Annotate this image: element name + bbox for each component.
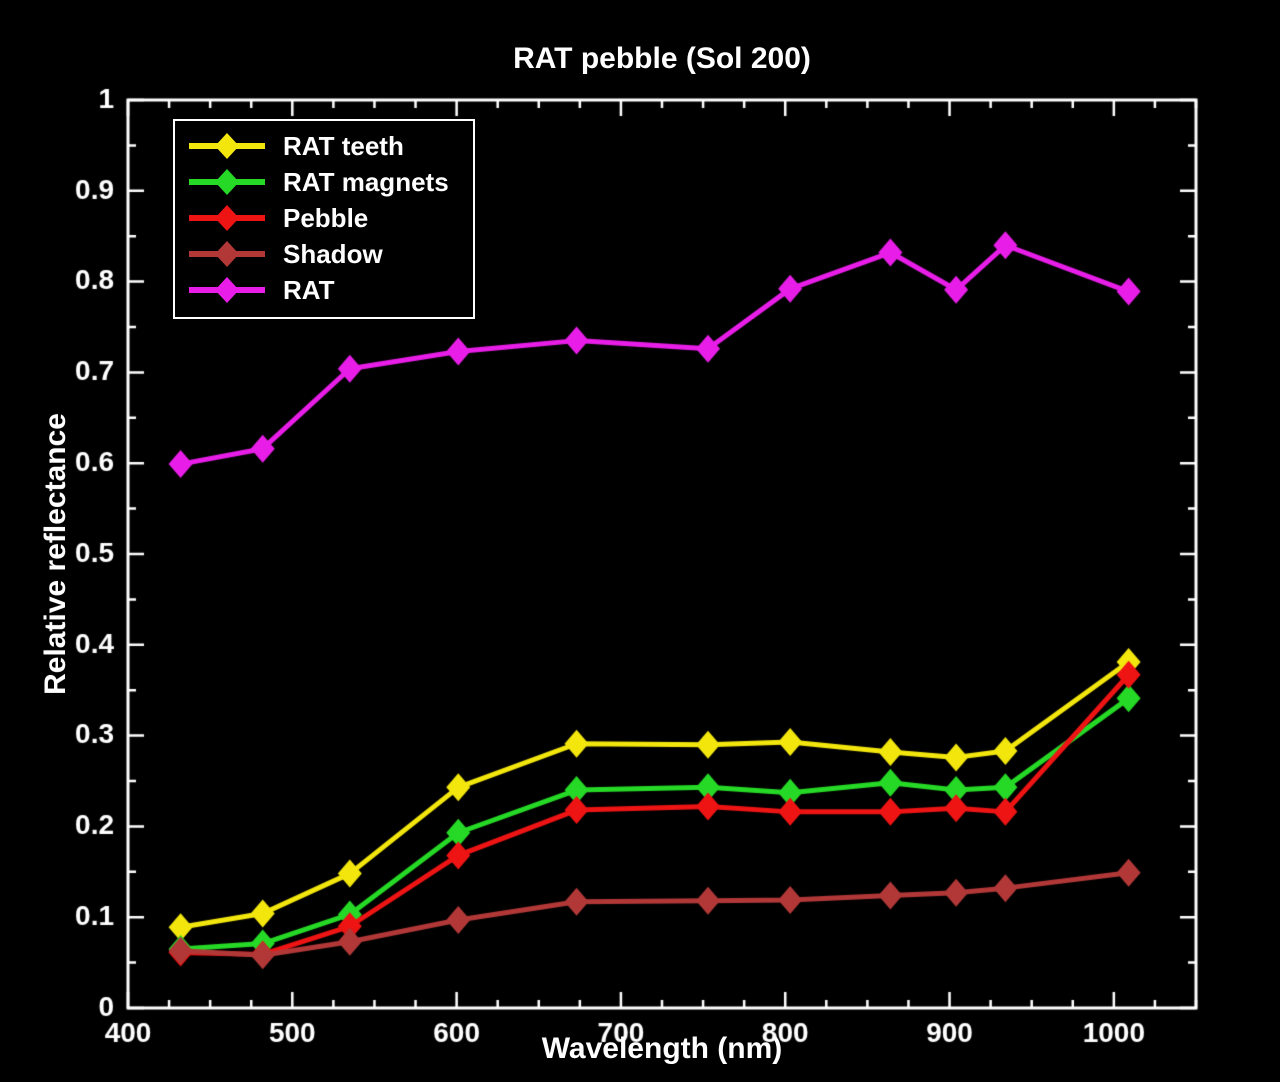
- legend-item: RAT: [187, 273, 449, 307]
- legend-item-label: RAT magnets: [283, 166, 449, 197]
- legend-item-label: RAT teeth: [283, 130, 404, 161]
- legend-item: Shadow: [187, 237, 449, 271]
- diamond-marker-icon: [189, 133, 265, 159]
- x-axis-label: Wavelength (nm): [541, 1032, 783, 1065]
- y-axis-label: Relative reflectance: [39, 413, 72, 695]
- diamond-marker-icon: [189, 241, 265, 267]
- legend: RAT teeth RAT magnets Pebble Shadow: [173, 119, 475, 319]
- legend-item-label: RAT: [283, 274, 335, 305]
- diamond-marker-icon: [189, 205, 265, 231]
- legend-item-label: Pebble: [283, 202, 369, 233]
- diamond-marker-icon: [189, 277, 265, 303]
- legend-item-label: Shadow: [283, 238, 383, 269]
- legend-item: RAT teeth: [187, 129, 449, 163]
- diamond-marker-icon: [189, 169, 265, 195]
- legend-item: Pebble: [187, 201, 449, 235]
- chart-title: RAT pebble (Sol 200): [513, 42, 811, 75]
- legend-item: RAT magnets: [187, 165, 449, 199]
